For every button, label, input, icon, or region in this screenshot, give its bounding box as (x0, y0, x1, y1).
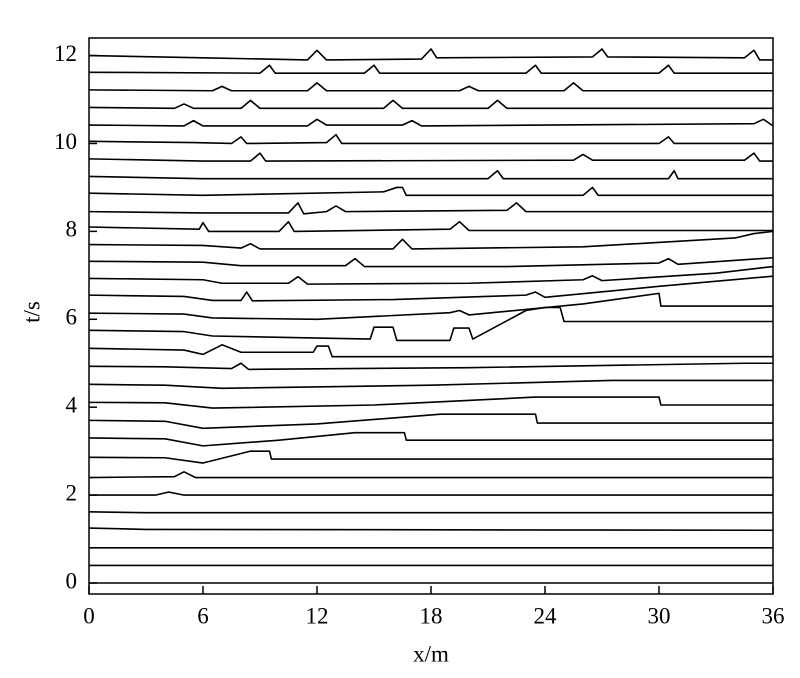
trace-line (88, 265, 774, 285)
y-tick-label: 10 (54, 129, 77, 154)
trace-line (88, 48, 773, 61)
x-tick-label: 0 (83, 603, 95, 628)
trace-line (88, 362, 773, 371)
trace-line (88, 256, 774, 268)
trace-line (88, 186, 773, 197)
x-tick-label: 18 (420, 603, 443, 628)
y-tick-label: 6 (66, 305, 78, 330)
trace-line (88, 82, 773, 92)
y-axis-label: t/s (19, 301, 44, 323)
trace-line (88, 133, 773, 145)
trace-line (88, 343, 773, 358)
trace-line (88, 511, 773, 514)
trace-line (88, 152, 773, 162)
y-tick-label: 4 (66, 392, 78, 417)
x-axis-label: x/m (413, 641, 449, 666)
trace-line (88, 202, 773, 215)
trace-line (88, 169, 773, 180)
x-tick-label: 24 (534, 603, 558, 628)
x-tick-label: 6 (197, 603, 209, 628)
trace-line (88, 396, 773, 409)
trace-line (88, 292, 773, 321)
y-tick-label: 8 (66, 217, 78, 242)
trace-line (88, 413, 773, 430)
trace-line (88, 275, 774, 302)
trace-line (88, 230, 774, 250)
trace-line (88, 450, 773, 464)
y-tick-label: 0 (66, 568, 78, 593)
trace-line (88, 99, 773, 110)
trace-line (88, 118, 774, 127)
trace-line (88, 220, 773, 233)
x-tick-label: 30 (648, 603, 671, 628)
trace-line (89, 491, 773, 496)
trace-line (88, 379, 773, 390)
x-tick-label: 12 (306, 603, 329, 628)
y-tick-label: 12 (54, 41, 77, 66)
x-tick-label: 36 (762, 603, 785, 628)
trace-line (88, 471, 773, 479)
y-tick-label: 2 (66, 480, 78, 505)
trace-line (88, 527, 774, 532)
trace-line (88, 431, 773, 447)
trace-line (88, 306, 773, 342)
trace-line (88, 64, 773, 74)
